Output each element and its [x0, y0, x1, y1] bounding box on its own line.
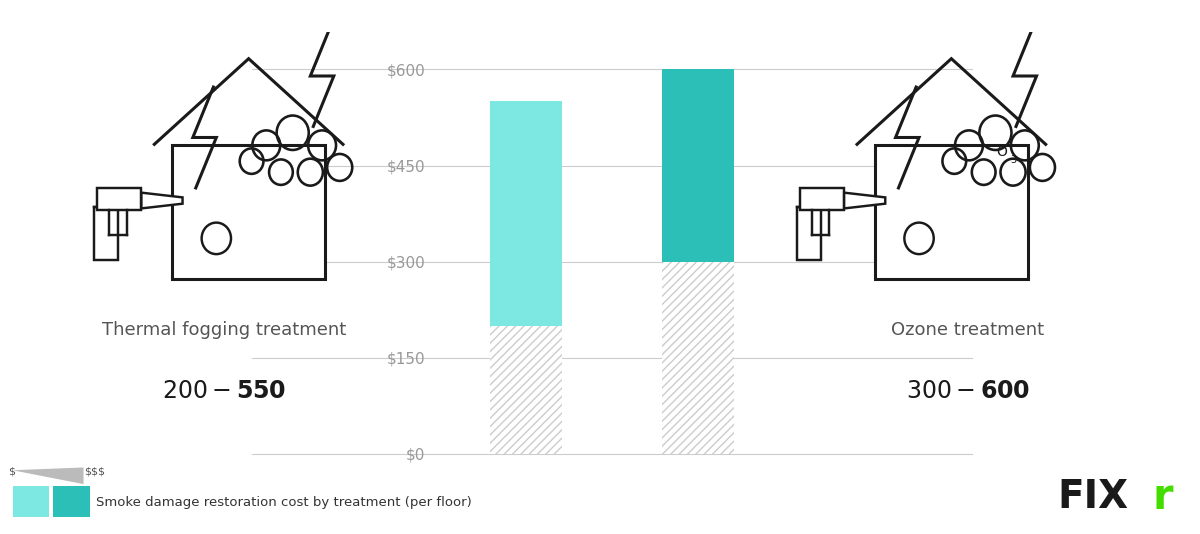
Bar	[97, 188, 142, 210]
Polygon shape	[12, 467, 84, 484]
Text: r: r	[1152, 476, 1172, 519]
Text: $$$: $$$	[84, 466, 106, 476]
Polygon shape	[844, 193, 886, 208]
Text: $200 - $550: $200 - $550	[162, 379, 287, 403]
Text: $: $	[8, 466, 16, 476]
Bar	[490, 101, 562, 326]
Bar	[875, 145, 1027, 279]
Bar	[662, 69, 734, 262]
Bar	[12, 486, 49, 517]
Text: Thermal fogging treatment: Thermal fogging treatment	[102, 321, 347, 339]
Text: 3: 3	[1010, 154, 1016, 164]
Bar	[95, 207, 118, 261]
Bar	[797, 207, 821, 261]
Text: O: O	[996, 145, 1007, 159]
Text: FIX: FIX	[1057, 478, 1128, 516]
Bar	[800, 188, 844, 210]
Bar	[662, 69, 734, 454]
Text: Ozone treatment: Ozone treatment	[892, 321, 1044, 339]
Bar	[490, 101, 562, 454]
Bar	[173, 145, 325, 279]
Bar	[53, 486, 90, 517]
Text: Smoke damage restoration cost by treatment (per floor): Smoke damage restoration cost by treatme…	[96, 496, 472, 509]
Text: $300 - $600: $300 - $600	[906, 379, 1030, 403]
Polygon shape	[142, 193, 182, 208]
